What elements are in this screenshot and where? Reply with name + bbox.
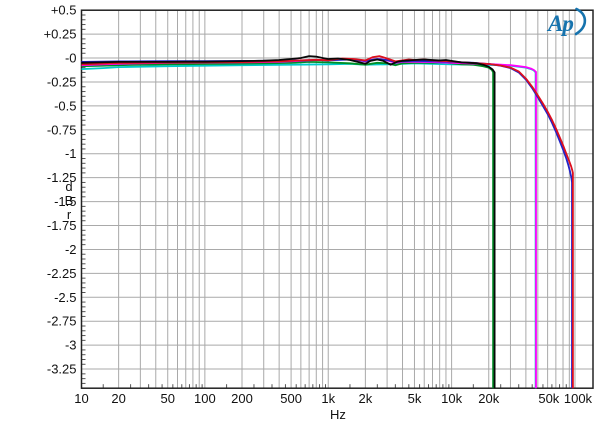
audio-precision-logo: Ap bbox=[546, 7, 587, 36]
x-tick-label: 10k bbox=[441, 391, 462, 406]
x-tick-label: 20k bbox=[478, 391, 499, 406]
y-tick-label: -2 bbox=[65, 242, 77, 257]
x-tick-label: 10 bbox=[74, 391, 88, 406]
x-tick-label: 2k bbox=[359, 391, 373, 406]
x-tick-label: 5k bbox=[408, 391, 422, 406]
y-tick-label: +0.25 bbox=[44, 27, 77, 42]
y-tick-label: -1.75 bbox=[47, 218, 77, 233]
y-axis-title-dbr: d B r bbox=[61, 180, 77, 222]
audio-precision-logo-swoosh bbox=[574, 7, 587, 36]
x-tick-label: 200 bbox=[231, 391, 253, 406]
y-axis-letter: r bbox=[66, 207, 72, 222]
x-tick-label: 20 bbox=[111, 391, 125, 406]
y-tick-label: -0.75 bbox=[47, 122, 77, 137]
y-tick-label: -2.25 bbox=[47, 266, 77, 281]
blue-trace bbox=[81, 58, 573, 389]
x-tick-label: 100k bbox=[564, 391, 593, 406]
y-tick-label: -3 bbox=[65, 338, 77, 353]
x-tick-label: 50k bbox=[538, 391, 559, 406]
y-tick-label: -2.5 bbox=[54, 290, 76, 305]
black-trace bbox=[81, 55, 496, 389]
x-tick-label: 1k bbox=[321, 391, 335, 406]
y-tick-label: -0.5 bbox=[54, 98, 76, 113]
y-tick-label: -1.25 bbox=[47, 170, 77, 185]
y-tick-label: +0.5 bbox=[51, 3, 77, 18]
y-axis-letter: B bbox=[64, 193, 74, 208]
x-tick-label: 50 bbox=[160, 391, 174, 406]
y-tick-label: -0.25 bbox=[47, 74, 77, 89]
x-tick-label: 100 bbox=[194, 391, 216, 406]
y-tick-label: -3.25 bbox=[47, 362, 77, 377]
x-tick-label: 500 bbox=[280, 391, 302, 406]
y-tick-label: -2.75 bbox=[47, 314, 77, 329]
x-axis-title-hz: Hz bbox=[330, 407, 346, 422]
y-tick-label: -1 bbox=[65, 146, 77, 161]
audio-precision-logo-text: Ap bbox=[546, 11, 573, 36]
y-tick-label: -1.5 bbox=[54, 194, 76, 209]
y-axis-letter: d bbox=[65, 179, 73, 194]
plot-frame bbox=[80, 9, 594, 389]
y-tick-label: -0 bbox=[65, 51, 77, 66]
green-trace bbox=[81, 61, 494, 389]
